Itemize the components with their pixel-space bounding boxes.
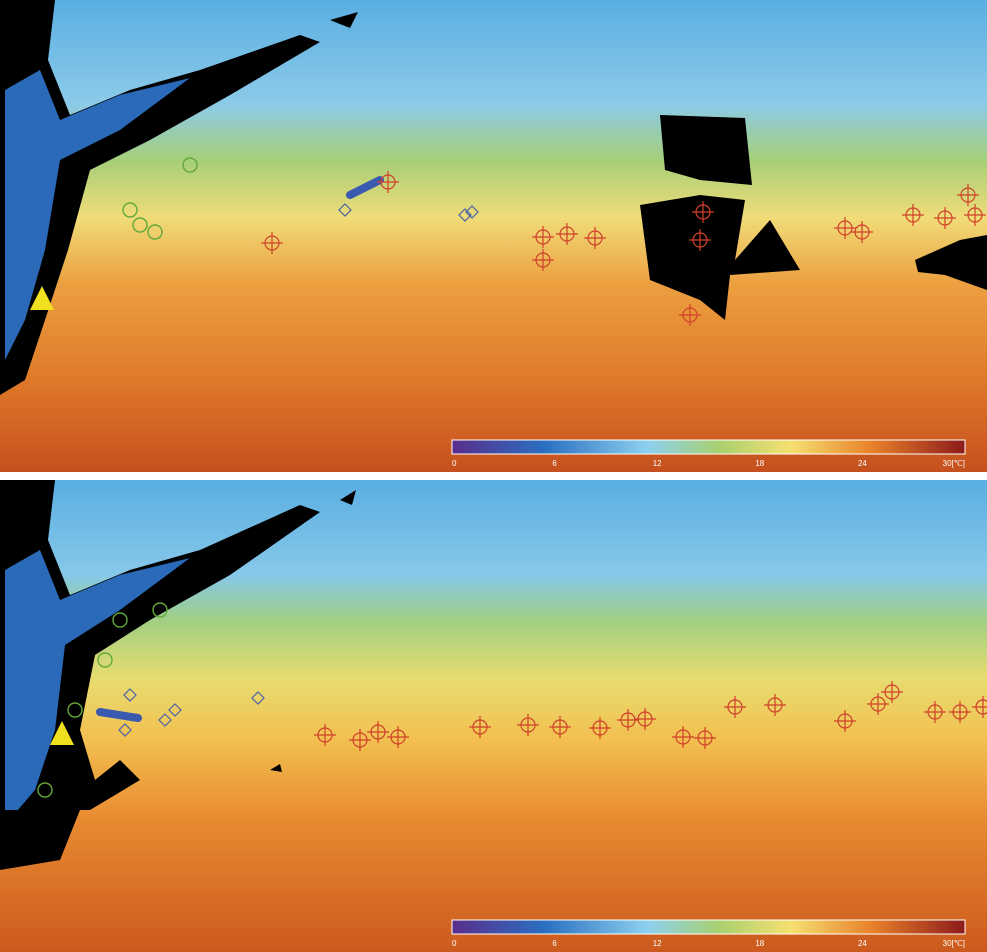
map-panel: 0 6 12 18 24 30[℃] bbox=[0, 480, 987, 952]
float-marker-cross bbox=[314, 724, 336, 746]
colorbar-label: 18 bbox=[755, 939, 764, 948]
colorbar-label: 30[℃] bbox=[943, 939, 965, 948]
ship-marker bbox=[67, 702, 83, 718]
float-marker-cross bbox=[549, 716, 571, 738]
buoy-marker bbox=[158, 713, 172, 727]
colorbar-label: 6 bbox=[552, 939, 557, 948]
land-relief bbox=[5, 70, 190, 360]
sea-surface bbox=[0, 0, 987, 472]
float-marker-cross bbox=[679, 304, 701, 326]
ship-marker bbox=[132, 217, 148, 233]
colorbar bbox=[451, 919, 966, 935]
float-marker-cross bbox=[532, 226, 554, 248]
land bbox=[0, 810, 80, 870]
float-marker-cross bbox=[556, 223, 578, 245]
float-marker-cross bbox=[949, 701, 971, 723]
buoy-marker bbox=[458, 208, 472, 222]
buoy-marker bbox=[338, 203, 352, 217]
station-marker bbox=[50, 721, 74, 745]
colorbar-label: 12 bbox=[653, 939, 662, 948]
float-marker-cross bbox=[689, 229, 711, 251]
float-marker-cross bbox=[692, 201, 714, 223]
colorbar-label: 30[℃] bbox=[943, 459, 965, 468]
float-marker-cross bbox=[634, 708, 656, 730]
map-panel: 0 6 12 18 24 30[℃] bbox=[0, 0, 987, 472]
buoy-cluster bbox=[346, 176, 384, 199]
ship-marker bbox=[122, 202, 138, 218]
float-marker-cross bbox=[387, 726, 409, 748]
float-marker-cross bbox=[924, 701, 946, 723]
float-marker-cross bbox=[851, 221, 873, 243]
ship-marker bbox=[37, 782, 53, 798]
float-marker-cross bbox=[834, 217, 856, 239]
float-marker-cross bbox=[584, 227, 606, 249]
land bbox=[915, 235, 987, 290]
land bbox=[270, 764, 282, 772]
float-marker-cross bbox=[834, 710, 856, 732]
colorbar bbox=[451, 439, 966, 455]
float-marker-cross bbox=[867, 693, 889, 715]
colorbar-label: 24 bbox=[858, 459, 867, 468]
float-marker-cross bbox=[724, 696, 746, 718]
float-marker-cross bbox=[972, 696, 987, 718]
float-marker-cross bbox=[617, 709, 639, 731]
ship-marker bbox=[182, 157, 198, 173]
land-relief bbox=[5, 550, 190, 825]
float-marker-cross bbox=[469, 716, 491, 738]
ship-marker bbox=[147, 224, 163, 240]
sea-surface bbox=[0, 480, 987, 952]
ship-marker bbox=[97, 652, 113, 668]
ship-marker bbox=[112, 612, 128, 628]
colorbar-label: 0 bbox=[452, 459, 457, 468]
colorbar-label: 24 bbox=[858, 939, 867, 948]
float-marker-cross bbox=[261, 232, 283, 254]
float-marker-cross bbox=[902, 204, 924, 226]
land bbox=[330, 12, 358, 28]
float-marker-cross bbox=[517, 714, 539, 736]
colorbar-label: 0 bbox=[452, 939, 457, 948]
float-marker-cross bbox=[349, 729, 371, 751]
land bbox=[0, 0, 320, 395]
float-marker-cross bbox=[881, 681, 903, 703]
cloud-mask bbox=[640, 195, 800, 320]
float-marker-cross bbox=[764, 694, 786, 716]
cloud-mask bbox=[660, 115, 752, 185]
float-marker-cross bbox=[377, 171, 399, 193]
float-marker-cross bbox=[934, 207, 956, 229]
colorbar-label: 12 bbox=[653, 459, 662, 468]
float-marker-cross bbox=[672, 726, 694, 748]
buoy-marker bbox=[118, 723, 132, 737]
buoy-marker bbox=[168, 703, 182, 717]
float-marker-cross bbox=[532, 249, 554, 271]
float-marker-cross bbox=[694, 727, 716, 749]
float-marker-cross bbox=[957, 184, 979, 206]
float-marker-cross bbox=[964, 204, 986, 226]
buoy-marker bbox=[251, 691, 265, 705]
colorbar-label: 6 bbox=[552, 459, 557, 468]
station-marker bbox=[30, 286, 54, 310]
land bbox=[340, 490, 356, 505]
buoy-marker bbox=[465, 205, 479, 219]
float-marker-cross bbox=[589, 717, 611, 739]
colorbar-label: 18 bbox=[755, 459, 764, 468]
buoy-marker bbox=[123, 688, 137, 702]
float-marker-cross bbox=[367, 721, 389, 743]
buoy-cluster bbox=[96, 708, 142, 722]
land bbox=[0, 480, 320, 850]
ship-marker bbox=[152, 602, 168, 618]
